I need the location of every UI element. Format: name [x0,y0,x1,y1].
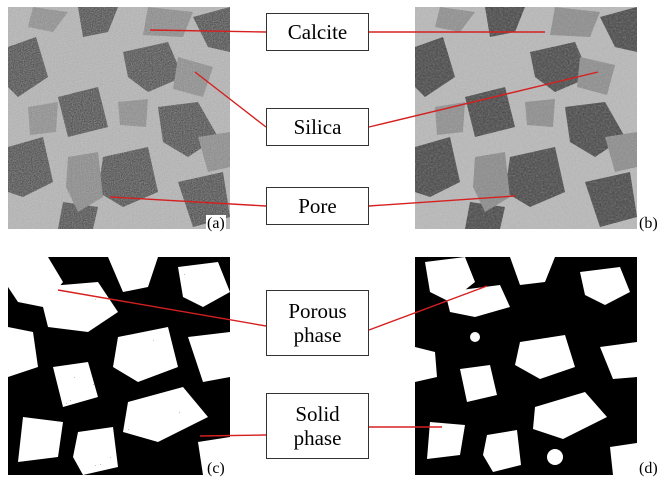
label-porous-phase: Porous phase [266,290,369,356]
panel-letter-a: (a) [206,215,226,233]
panel-b-filtered-image [415,7,637,229]
panel-letter-d: (d) [638,460,659,478]
panel-a-grayscale-image [8,7,230,229]
label-pore: Pore [266,187,369,225]
panel-c-binary-noisy-image [8,257,230,475]
panel-letter-c: (c) [206,460,226,478]
label-silica: Silica [266,108,369,146]
label-solid-phase: Solid phase [266,393,369,459]
label-calcite: Calcite [266,13,369,51]
panel-letter-b: (b) [638,215,659,233]
panel-d-binary-clean-image [415,257,637,475]
